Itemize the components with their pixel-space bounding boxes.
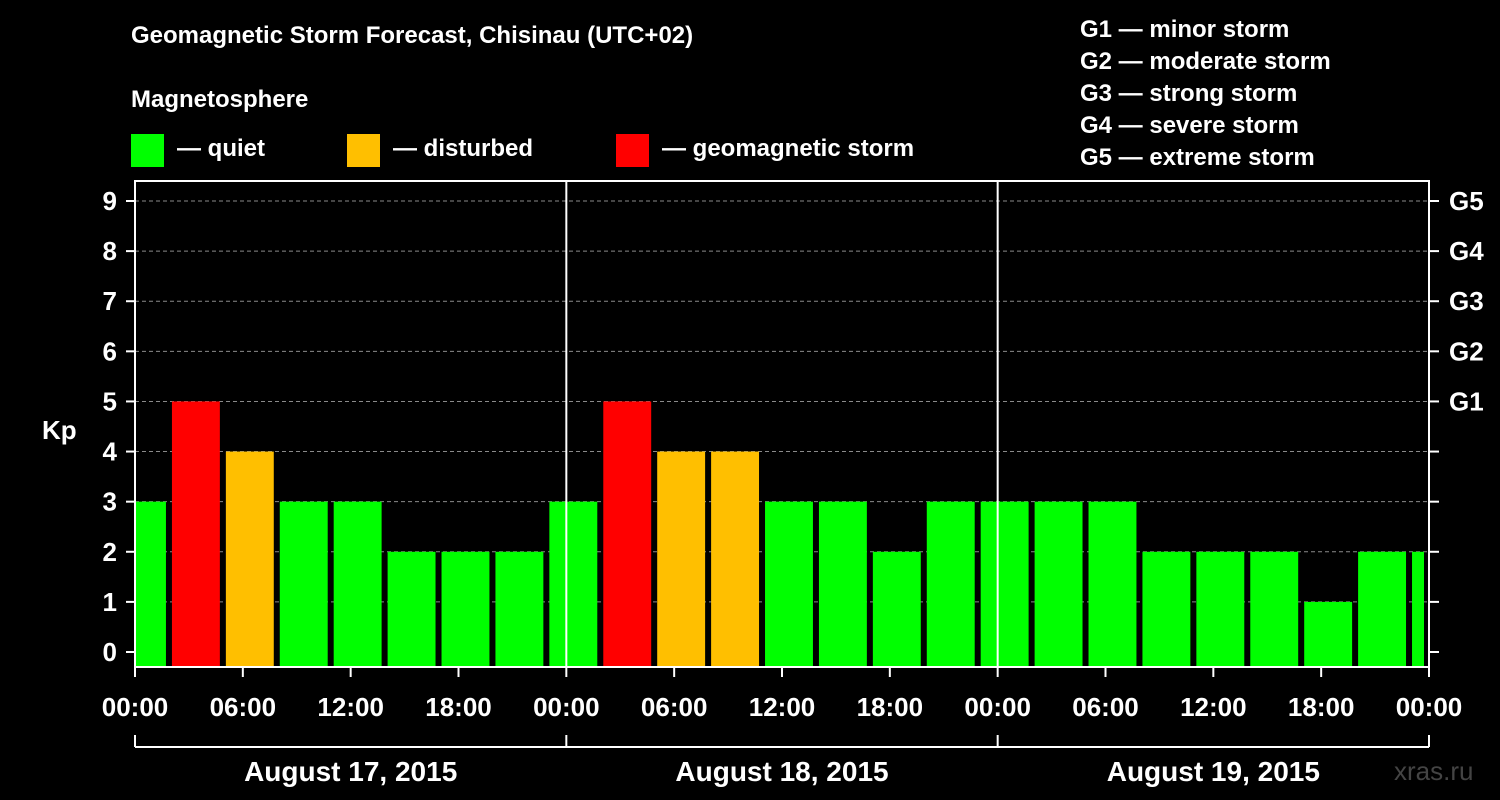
source-watermark: xras.ru [1394, 756, 1474, 786]
storm-scale-legend: G1 — minor storm G2 — moderate storm G3 … [1080, 14, 1331, 174]
storm-level-label: G3 [1449, 286, 1484, 316]
kp-bar [171, 401, 220, 667]
legend-label-storm: — geomagnetic storm [662, 135, 915, 162]
kp-bar [1250, 551, 1299, 667]
x-tick-label: 06:00 [641, 692, 708, 722]
x-tick-label: 00:00 [1396, 692, 1463, 722]
kp-bar [818, 501, 867, 667]
y-tick-label: 4 [103, 437, 118, 467]
y-tick-label: 7 [103, 286, 117, 316]
x-tick-label: 00:00 [964, 692, 1031, 722]
kp-bar [495, 551, 544, 667]
kp-bar [980, 501, 1029, 667]
kp-bar [1304, 601, 1353, 667]
kp-bar [387, 551, 436, 667]
x-tick-label: 18:00 [1288, 692, 1355, 722]
x-tick-label: 06:00 [210, 692, 277, 722]
legend-label-quiet: — quiet [177, 135, 265, 162]
x-tick-label: 12:00 [749, 692, 816, 722]
storm-level-label: G2 [1449, 336, 1484, 366]
kp-bar [657, 451, 706, 667]
legend-label-disturbed: — disturbed [393, 135, 534, 162]
storm-scale-g5: G5 — extreme storm [1080, 144, 1315, 171]
y-tick-label: 5 [103, 386, 117, 416]
kp-bar [1412, 551, 1424, 667]
y-tick-label: 1 [103, 587, 117, 617]
magnetosphere-label: Magnetosphere [131, 86, 309, 113]
storm-scale-g3: G3 — strong storm [1080, 80, 1298, 107]
storm-level-label: G1 [1449, 386, 1484, 416]
x-tick-label: 12:00 [317, 692, 384, 722]
legend-swatch-quiet [131, 134, 164, 167]
day-label: August 17, 2015 [244, 756, 457, 787]
storm-level-label: G4 [1449, 236, 1484, 266]
storm-scale-g1: G1 — minor storm [1080, 16, 1290, 43]
y-tick-label: 8 [103, 236, 117, 266]
kp-bar [765, 501, 813, 667]
legend-swatch-storm [616, 134, 649, 167]
kp-bar [711, 451, 760, 667]
y-tick-label: 6 [103, 336, 117, 366]
kp-bar [279, 501, 328, 667]
kp-bar [1196, 551, 1245, 667]
kp-bar [1358, 551, 1407, 667]
y-tick-label: 3 [103, 487, 117, 517]
y-tick-label: 0 [103, 637, 117, 667]
day-label: August 18, 2015 [675, 756, 888, 787]
x-tick-label: 18:00 [425, 692, 492, 722]
x-tick-label: 00:00 [102, 692, 169, 722]
kp-bar [926, 501, 975, 667]
x-tick-label: 06:00 [1072, 692, 1139, 722]
x-tick-label: 12:00 [1180, 692, 1247, 722]
y-tick-label: 9 [103, 186, 117, 216]
kp-bar [872, 551, 921, 667]
chart-title: Geomagnetic Storm Forecast, Chisinau (UT… [131, 22, 694, 49]
storm-level-label: G5 [1449, 186, 1484, 216]
x-tick-label: 00:00 [533, 692, 600, 722]
kp-bar [1034, 501, 1083, 667]
kp-bar [225, 451, 274, 667]
y-tick-label: 2 [103, 537, 117, 567]
storm-scale-g4: G4 — severe storm [1080, 112, 1299, 139]
day-label: August 19, 2015 [1107, 756, 1320, 787]
legend-swatch-disturbed [347, 134, 380, 167]
kp-bar [549, 501, 598, 667]
kp-bar [441, 551, 490, 667]
kp-bar [1088, 501, 1137, 667]
kp-bar [603, 401, 652, 667]
storm-scale-g2: G2 — moderate storm [1080, 48, 1331, 75]
kp-bar [333, 501, 382, 667]
kp-bar [1142, 551, 1191, 667]
y-axis-label: Kp [42, 415, 77, 445]
kp-bar [136, 501, 166, 667]
x-tick-label: 18:00 [857, 692, 924, 722]
